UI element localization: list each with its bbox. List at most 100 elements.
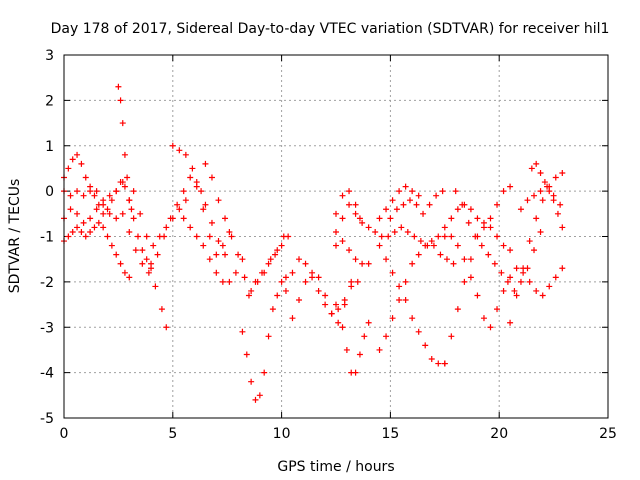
- series-s20: [376, 183, 422, 222]
- x-axis-label: GPS time / hours: [277, 459, 394, 475]
- data-point: [143, 256, 150, 263]
- series-s19: [376, 233, 448, 353]
- data-point: [402, 278, 409, 285]
- data-point: [533, 215, 540, 222]
- series-s9: [202, 160, 287, 294]
- data-point: [154, 251, 161, 258]
- data-point: [485, 251, 492, 258]
- data-point: [541, 179, 548, 186]
- data-point: [352, 201, 359, 208]
- data-point: [459, 201, 466, 208]
- data-point: [100, 210, 107, 217]
- data-point: [67, 206, 74, 213]
- data-point: [335, 306, 342, 313]
- data-point: [187, 224, 194, 231]
- data-point: [215, 238, 222, 245]
- data-point: [533, 287, 540, 294]
- data-point: [106, 192, 113, 199]
- data-point: [119, 210, 126, 217]
- data-point: [278, 242, 285, 249]
- data-point: [454, 206, 461, 213]
- data-point: [346, 188, 353, 195]
- data-point: [356, 351, 363, 358]
- data-point: [206, 256, 213, 263]
- y-axis-label: SDTVAR / TECUs: [7, 179, 23, 294]
- series-s10: [180, 215, 246, 285]
- data-point: [67, 192, 74, 199]
- data-point: [537, 188, 544, 195]
- data-point: [315, 274, 322, 281]
- data-point: [409, 260, 416, 267]
- data-point: [354, 278, 361, 285]
- data-point: [417, 238, 424, 245]
- data-point: [365, 260, 372, 267]
- data-point: [341, 301, 348, 308]
- data-point: [139, 260, 146, 267]
- data-point: [243, 351, 250, 358]
- data-point: [248, 378, 255, 385]
- data-point: [100, 224, 107, 231]
- data-point: [443, 256, 450, 263]
- y-tick-label: 0: [45, 184, 54, 200]
- data-point: [524, 197, 531, 204]
- data-point: [87, 188, 94, 195]
- data-point: [126, 274, 133, 281]
- chart-title: Day 178 of 2017, Sidereal Day-to-day VTE…: [51, 21, 610, 37]
- data-point: [352, 256, 359, 263]
- data-point: [65, 233, 72, 240]
- data-point: [494, 306, 501, 313]
- data-point: [452, 188, 459, 195]
- data-point: [222, 215, 229, 222]
- data-point: [409, 188, 416, 195]
- data-point: [93, 188, 100, 195]
- data-point: [400, 201, 407, 208]
- data-point: [385, 233, 392, 240]
- data-point: [511, 287, 518, 294]
- data-point: [474, 215, 481, 222]
- y-tick-label: 2: [45, 93, 54, 109]
- data-point: [504, 278, 511, 285]
- data-point: [526, 238, 533, 245]
- data-point: [113, 251, 120, 258]
- data-point: [139, 247, 146, 254]
- data-point: [487, 324, 494, 331]
- data-point: [176, 147, 183, 154]
- data-point: [108, 197, 115, 204]
- data-point: [439, 188, 446, 195]
- data-point: [80, 192, 87, 199]
- data-point: [143, 233, 150, 240]
- data-point: [465, 219, 472, 226]
- data-point: [531, 192, 538, 199]
- data-point: [117, 260, 124, 267]
- data-point: [441, 224, 448, 231]
- data-point: [507, 183, 514, 190]
- data-point: [537, 228, 544, 235]
- data-point: [339, 324, 346, 331]
- data-point: [411, 233, 418, 240]
- data-point: [265, 333, 272, 340]
- data-point: [180, 215, 187, 222]
- data-point: [167, 215, 174, 222]
- data-point: [148, 265, 155, 272]
- data-point: [328, 310, 335, 317]
- data-point: [74, 210, 81, 217]
- x-tick-label: 0: [60, 426, 69, 442]
- data-point: [285, 233, 292, 240]
- data-point: [428, 356, 435, 363]
- data-point: [108, 242, 115, 249]
- data-point: [226, 228, 233, 235]
- data-point: [346, 201, 353, 208]
- series-s22: [387, 188, 446, 222]
- series-s3: [61, 201, 170, 331]
- data-point: [274, 247, 281, 254]
- series-s28: [528, 160, 566, 231]
- data-point: [69, 228, 76, 235]
- data-point: [461, 256, 468, 263]
- data-point: [198, 188, 205, 195]
- data-point: [413, 201, 420, 208]
- data-point: [272, 251, 279, 258]
- data-point: [241, 274, 248, 281]
- data-point: [554, 210, 561, 217]
- data-point: [259, 269, 266, 276]
- data-point: [428, 238, 435, 245]
